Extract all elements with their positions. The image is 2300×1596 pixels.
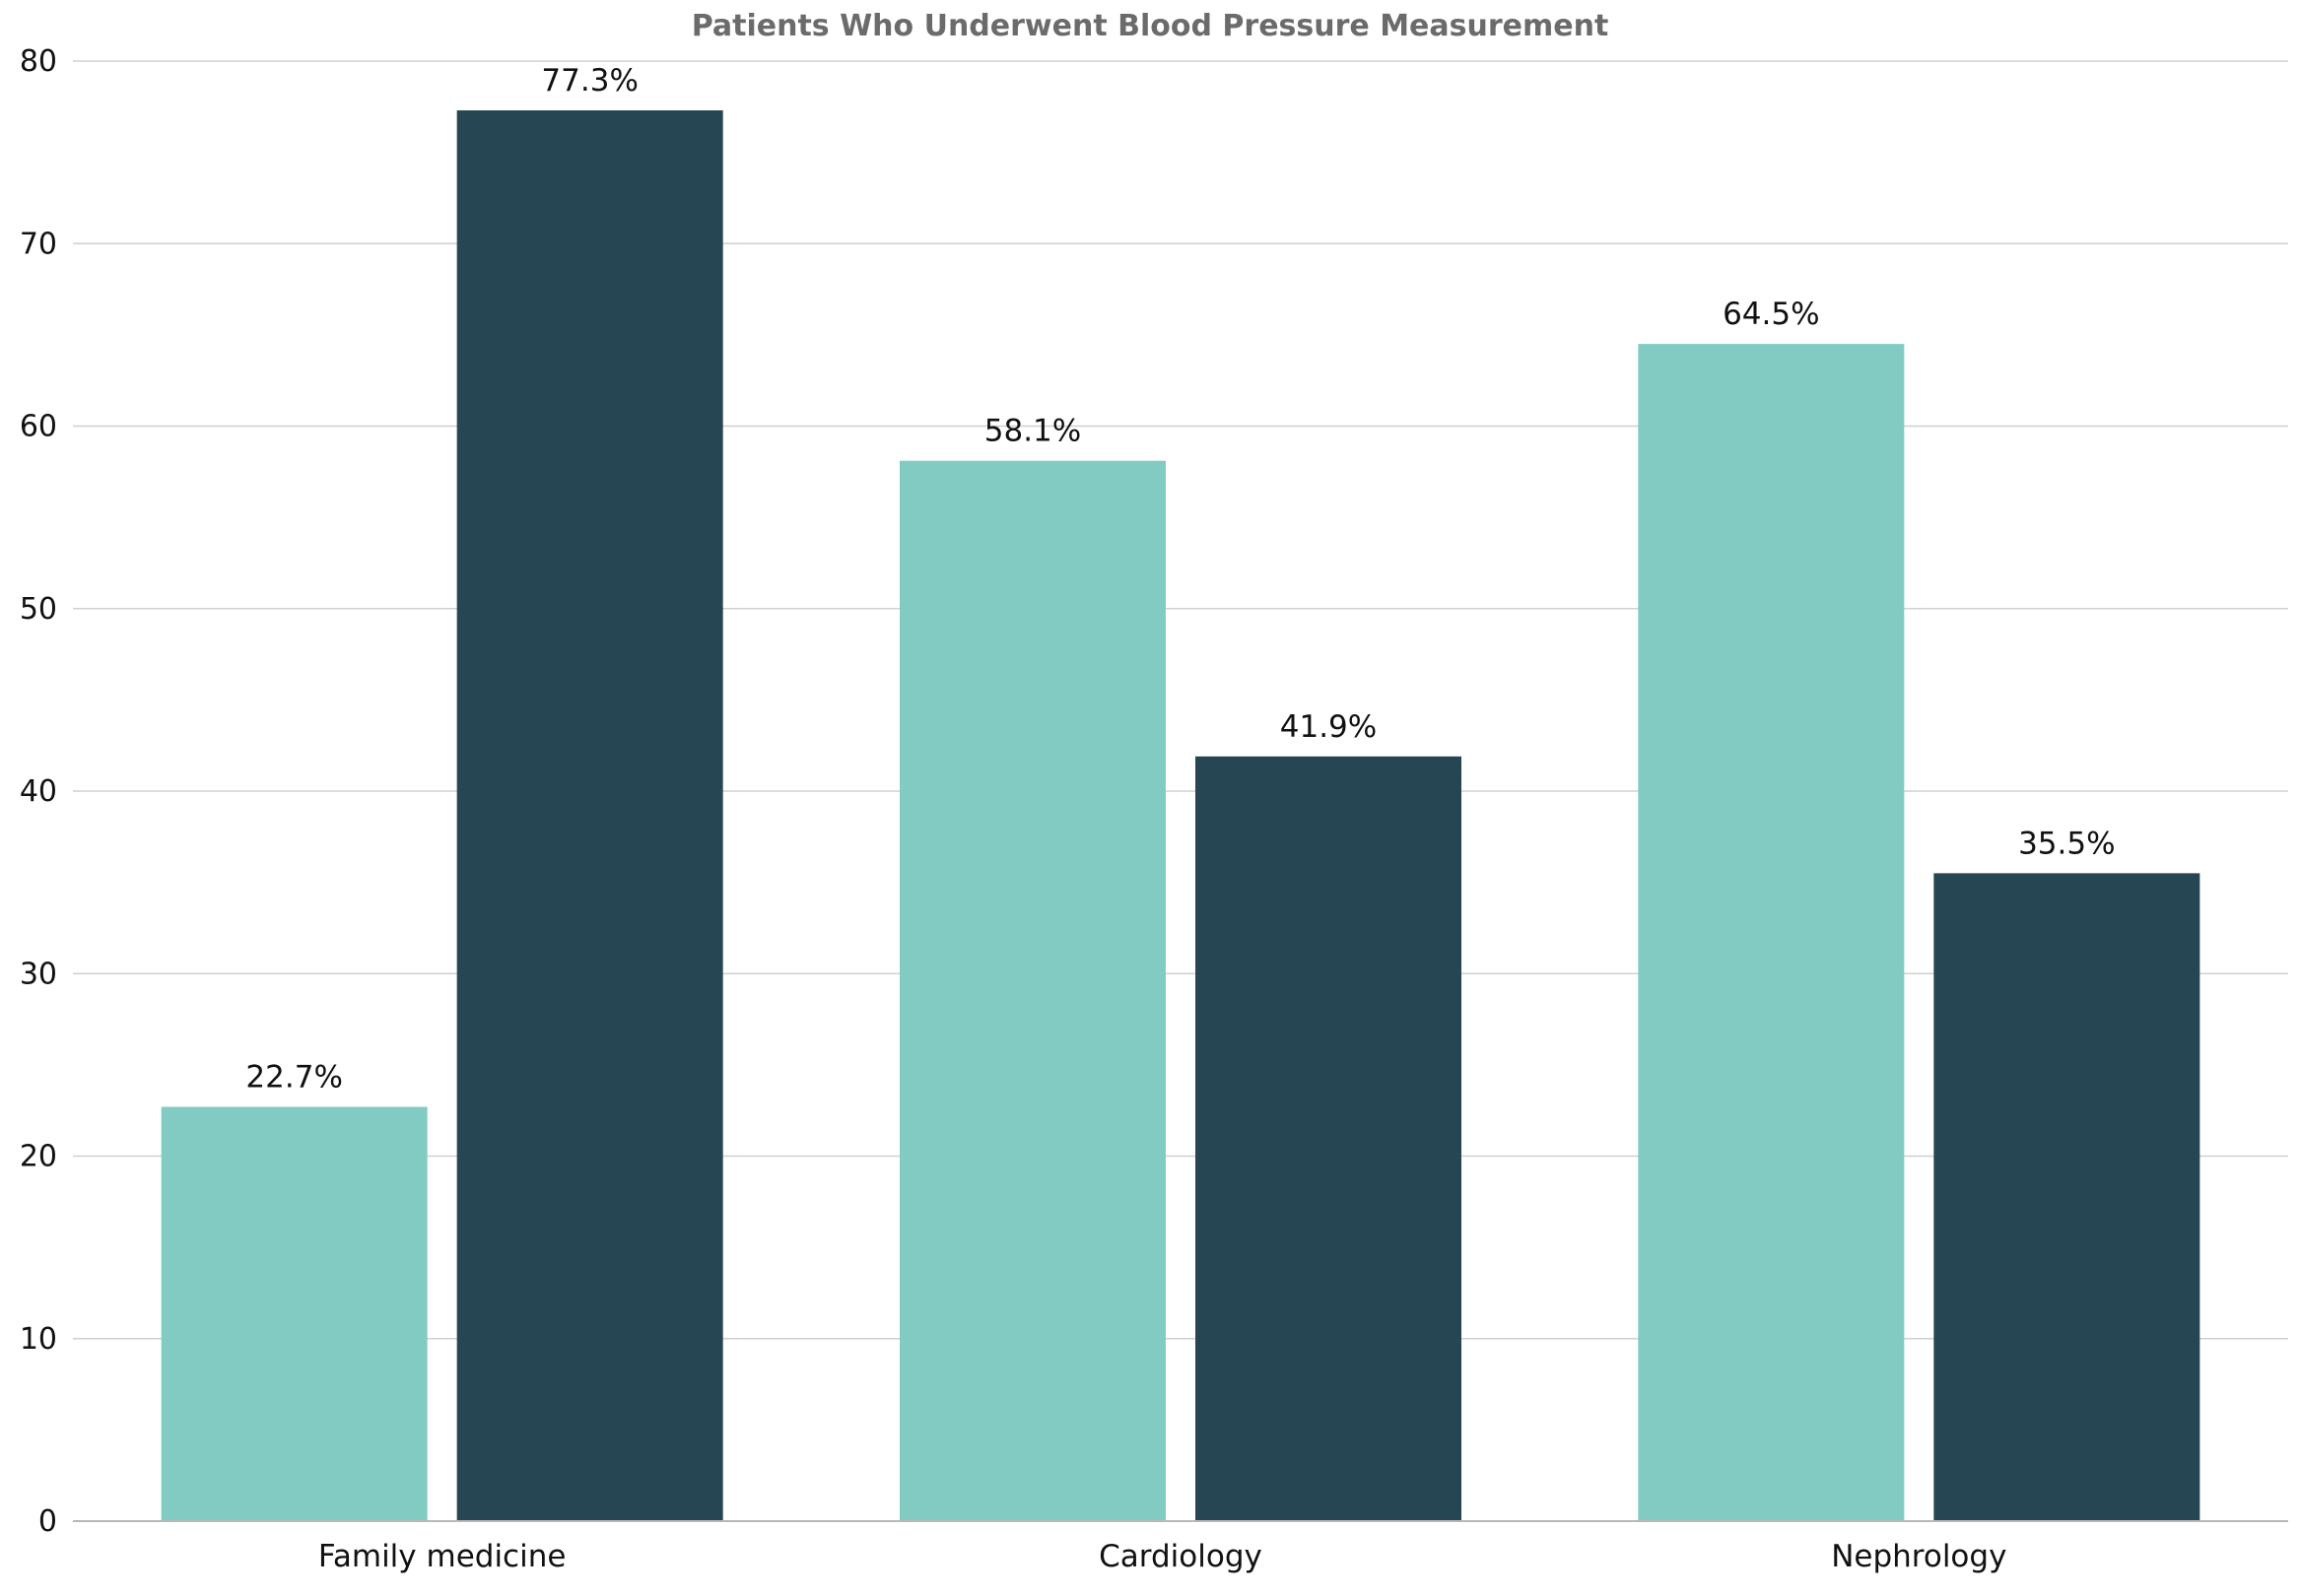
data-label: 22.7%	[245, 1059, 342, 1095]
y-tick-label: 40	[20, 774, 57, 809]
data-label: 64.5%	[1723, 297, 1819, 332]
y-tick-label: 10	[20, 1322, 57, 1357]
data-labels: 22.7% 77.3% 58.1% 41.9% 64.5% 35.5%	[245, 63, 2115, 1095]
bar-series2-cardiology	[1195, 756, 1461, 1521]
y-tick-label: 60	[20, 410, 57, 444]
y-tick-label: 80	[20, 44, 57, 79]
bars	[161, 110, 2200, 1522]
data-label: 58.1%	[984, 414, 1081, 449]
x-category-label: Family medicine	[318, 1539, 567, 1574]
bar-series2-family-medicine	[456, 110, 723, 1522]
y-tick-label: 0	[38, 1504, 57, 1539]
x-category-label: Cardiology	[1099, 1539, 1262, 1574]
y-tick-label: 50	[20, 592, 57, 627]
data-label: 77.3%	[541, 63, 638, 99]
y-tick-label: 70	[20, 227, 57, 261]
y-tick-label: 20	[20, 1140, 57, 1174]
x-category-label: Nephrology	[1831, 1539, 2006, 1574]
axes: 0 10 20 30 40 50 60 70 80 Family medicine Cardiolo…	[20, 44, 2288, 1574]
bar-series1-cardiology	[900, 460, 1166, 1521]
data-label: 41.9%	[1280, 709, 1377, 745]
bar-series1-nephrology	[1638, 344, 1905, 1522]
chart-title: Patients Who Underwent Blood Pressure Me…	[692, 9, 1609, 43]
bar-series1-family-medicine	[161, 1106, 428, 1521]
bar-series2-nephrology	[1933, 873, 2200, 1521]
data-label: 35.5%	[2018, 826, 2115, 861]
y-tick-label: 30	[20, 957, 57, 991]
gridlines	[73, 60, 2288, 1340]
